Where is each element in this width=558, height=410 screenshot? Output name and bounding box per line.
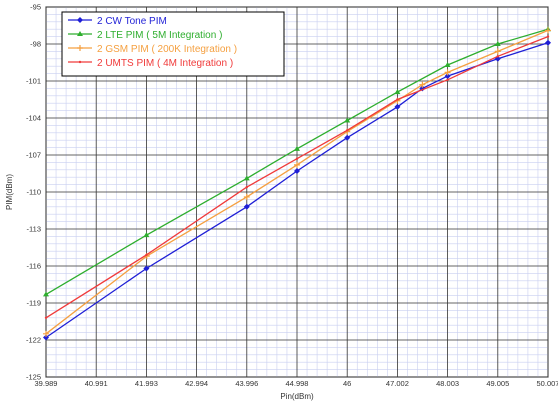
y-tick-label: -116: [27, 262, 41, 271]
y-tick-label: -122: [26, 336, 41, 345]
data-point-marker: [77, 45, 83, 51]
data-point-marker: [444, 61, 451, 67]
data-point-marker: [394, 89, 401, 95]
legend-item: 2 CW Tone PIM: [68, 16, 167, 27]
legend-item: 2 GSM PIM ( 200K Integration ): [68, 44, 237, 55]
y-tick-label: -113: [27, 225, 41, 234]
data-point-marker: [295, 157, 299, 160]
data-point-marker: [446, 78, 449, 81]
data-point-marker: [344, 117, 351, 123]
x-tick-label: 41.993: [135, 379, 158, 388]
data-point-marker: [77, 31, 83, 36]
legend-label: 2 LTE PIM ( 5M Integration ): [97, 30, 222, 41]
data-point-marker: [78, 60, 82, 64]
data-point-marker: [145, 253, 148, 257]
x-tick-label: 47.002: [386, 379, 409, 388]
data-point-marker: [394, 103, 401, 110]
data-point-marker: [545, 27, 551, 34]
x-tick-label: 46: [343, 379, 351, 388]
data-point-marker: [243, 193, 250, 200]
y-tick-label: -95: [30, 3, 41, 12]
data-point-marker: [143, 232, 150, 238]
y-tick-label: -110: [27, 188, 41, 197]
x-tick-label: 50.007: [537, 379, 558, 388]
data-point-marker: [43, 291, 49, 297]
series-layer: [43, 26, 551, 341]
data-point-marker: [294, 161, 300, 168]
y-tick-label: -98: [30, 40, 41, 49]
x-tick-label: 43.996: [235, 379, 258, 388]
tick-layer: 39.989 40.991 41.993 42.994 43.996 44.998 46 47…: [26, 3, 558, 389]
series-line: [45, 29, 549, 335]
data-point-marker: [419, 81, 426, 88]
legend: 2 CW Tone PIM 2 LTE PIM ( 5M Integration …: [61, 11, 285, 77]
data-point-marker: [346, 129, 349, 132]
legend-label: 2 GSM PIM ( 200K Integration ): [97, 44, 237, 55]
y-tick-label: -107: [26, 151, 41, 160]
data-point-marker: [77, 17, 83, 23]
data-point-marker: [444, 73, 451, 80]
data-point-marker: [546, 35, 550, 38]
legend-label: 2 UMTS PIM ( 4M Integration ): [97, 58, 233, 69]
series-2-gsm-pim-200k-integration: [43, 27, 551, 337]
data-point-marker: [294, 145, 300, 151]
data-point-marker: [494, 41, 501, 46]
y-axis-label: PIM(dBm): [5, 174, 14, 210]
data-point-marker: [444, 69, 451, 76]
x-tick-label: 49.005: [486, 379, 509, 388]
x-tick-label: 42.994: [185, 379, 208, 388]
data-point-marker: [344, 134, 351, 141]
data-point-marker: [43, 330, 49, 337]
data-point-marker: [43, 334, 49, 341]
x-tick-label: 44.998: [286, 379, 309, 388]
legend-item: 2 LTE PIM ( 5M Integration ): [68, 30, 222, 41]
data-point-marker: [396, 98, 399, 101]
x-tick-label: 48.003: [436, 379, 459, 388]
y-tick-label: -119: [27, 299, 41, 308]
legend-label: 2 CW Tone PIM: [97, 16, 167, 27]
data-point-marker: [243, 203, 250, 210]
legend-box: [61, 11, 285, 77]
data-point-marker: [494, 48, 501, 55]
series-2-umts-pim-4m-integration: [44, 35, 550, 319]
data-point-marker: [496, 55, 499, 58]
y-tick-label: -101: [26, 77, 41, 86]
data-point-marker: [44, 316, 48, 319]
x-tick-label: 40.991: [85, 379, 108, 388]
data-point-marker: [243, 175, 250, 181]
y-tick-label: -125: [26, 373, 41, 382]
data-point-marker: [294, 168, 300, 175]
data-point-marker: [245, 185, 248, 189]
data-point-marker: [143, 265, 150, 272]
y-tick-label: -104: [26, 114, 41, 123]
x-axis-label: Pin(dBm): [280, 392, 314, 401]
legend-item: 2 UMTS PIM ( 4M Integration ): [68, 58, 233, 69]
data-point-marker: [545, 39, 551, 46]
x-tick-label: 39.989: [35, 379, 58, 388]
